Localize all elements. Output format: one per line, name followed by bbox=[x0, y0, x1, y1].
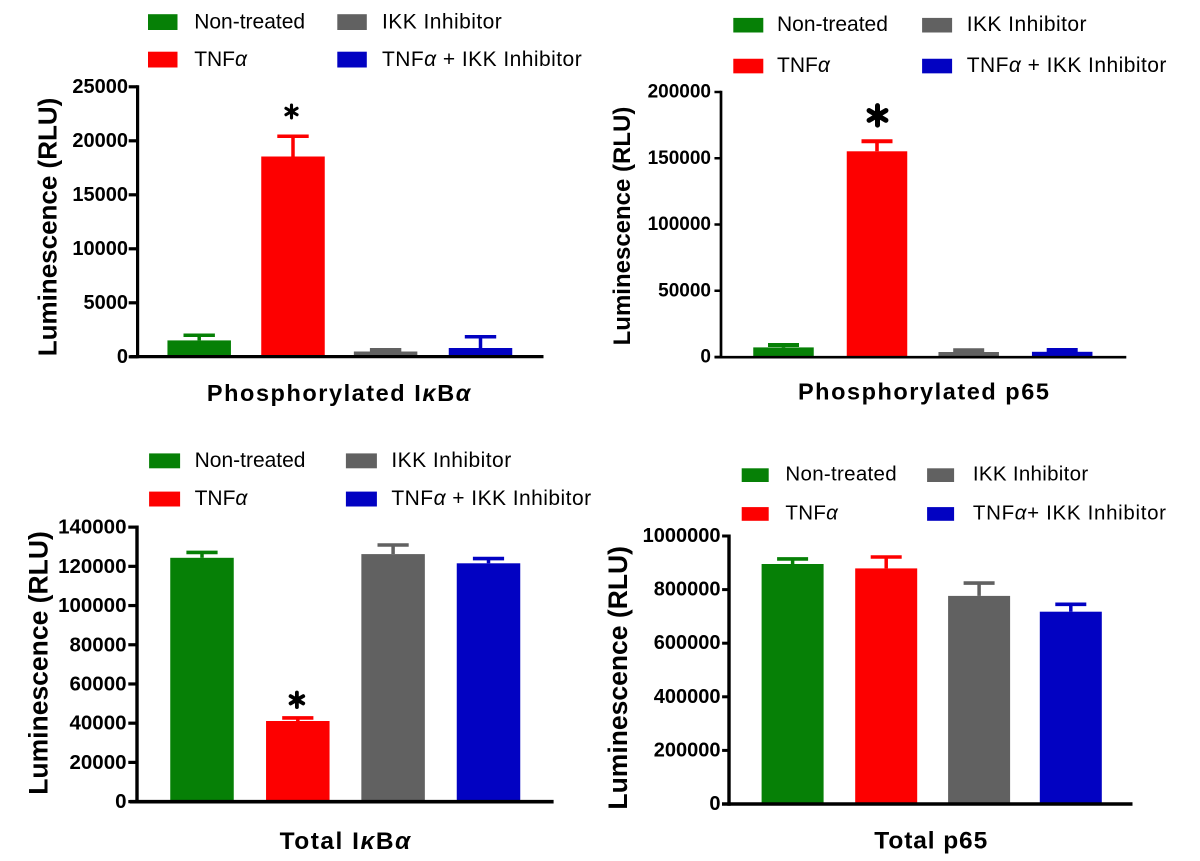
svg-text:TNFα + IKK Inhibitor: TNFα + IKK Inhibitor bbox=[967, 54, 1167, 77]
svg-text:100000: 100000 bbox=[648, 214, 711, 235]
svg-text:80000: 80000 bbox=[69, 633, 126, 656]
svg-text:1000000: 1000000 bbox=[643, 525, 721, 547]
svg-text:10000: 10000 bbox=[72, 238, 128, 260]
svg-text:25000: 25000 bbox=[72, 76, 128, 98]
svg-text:TNFα: TNFα bbox=[777, 54, 831, 77]
svg-text:TNFα + IKK Inhibitor: TNFα + IKK Inhibitor bbox=[382, 48, 582, 71]
svg-text:0: 0 bbox=[117, 346, 128, 368]
svg-text:TNFα + IKK Inhibitor: TNFα + IKK Inhibitor bbox=[391, 487, 591, 510]
svg-text:Total p65: Total p65 bbox=[874, 827, 988, 854]
svg-text:400000: 400000 bbox=[654, 686, 721, 708]
svg-text:Luminescence (RLU): Luminescence (RLU) bbox=[33, 98, 63, 357]
svg-text:50000: 50000 bbox=[658, 280, 711, 301]
svg-text:0: 0 bbox=[115, 790, 126, 813]
svg-text:TNFα: TNFα bbox=[195, 487, 249, 510]
svg-text:0: 0 bbox=[709, 793, 720, 815]
svg-text:0: 0 bbox=[700, 347, 711, 368]
svg-text:5000: 5000 bbox=[84, 292, 129, 314]
svg-text:Luminescence (RLU): Luminescence (RLU) bbox=[609, 107, 636, 346]
svg-text:Non-treated: Non-treated bbox=[194, 11, 305, 34]
svg-text:40000: 40000 bbox=[69, 712, 126, 735]
svg-text:IKK Inhibitor: IKK Inhibitor bbox=[391, 449, 511, 472]
svg-text:Non-treated: Non-treated bbox=[777, 13, 888, 36]
svg-text:IKK Inhibitor: IKK Inhibitor bbox=[967, 13, 1087, 36]
svg-text:120000: 120000 bbox=[58, 555, 126, 578]
svg-text:20000: 20000 bbox=[69, 751, 126, 774]
svg-text:Total IκBα: Total IκBα bbox=[280, 828, 412, 855]
svg-text:Phosphorylated IκBα: Phosphorylated IκBα bbox=[207, 380, 472, 406]
svg-text:60000: 60000 bbox=[69, 672, 126, 695]
svg-text:IKK Inhibitor: IKK Inhibitor bbox=[382, 11, 502, 34]
svg-text:TNFα+ IKK Inhibitor: TNFα+ IKK Inhibitor bbox=[973, 502, 1167, 525]
svg-text:Luminescence (RLU): Luminescence (RLU) bbox=[24, 531, 54, 795]
svg-text:150000: 150000 bbox=[648, 148, 711, 169]
svg-text:TNFα: TNFα bbox=[785, 502, 839, 525]
svg-text:Non-treated: Non-treated bbox=[195, 449, 306, 472]
svg-text:600000: 600000 bbox=[654, 632, 721, 654]
svg-text:200000: 200000 bbox=[648, 82, 711, 103]
svg-text:TNFα: TNFα bbox=[194, 48, 248, 71]
svg-text:Luminescence (RLU): Luminescence (RLU) bbox=[603, 546, 633, 810]
svg-text:Non-treated: Non-treated bbox=[785, 463, 897, 486]
svg-text:20000: 20000 bbox=[72, 130, 128, 152]
svg-text:800000: 800000 bbox=[654, 579, 721, 601]
svg-text:Phosphorylated p65: Phosphorylated p65 bbox=[798, 378, 1051, 404]
svg-text:IKK Inhibitor: IKK Inhibitor bbox=[973, 463, 1089, 486]
svg-text:140000: 140000 bbox=[58, 516, 126, 539]
svg-text:200000: 200000 bbox=[654, 739, 721, 761]
svg-text:15000: 15000 bbox=[72, 184, 128, 206]
svg-text:100000: 100000 bbox=[58, 594, 126, 617]
